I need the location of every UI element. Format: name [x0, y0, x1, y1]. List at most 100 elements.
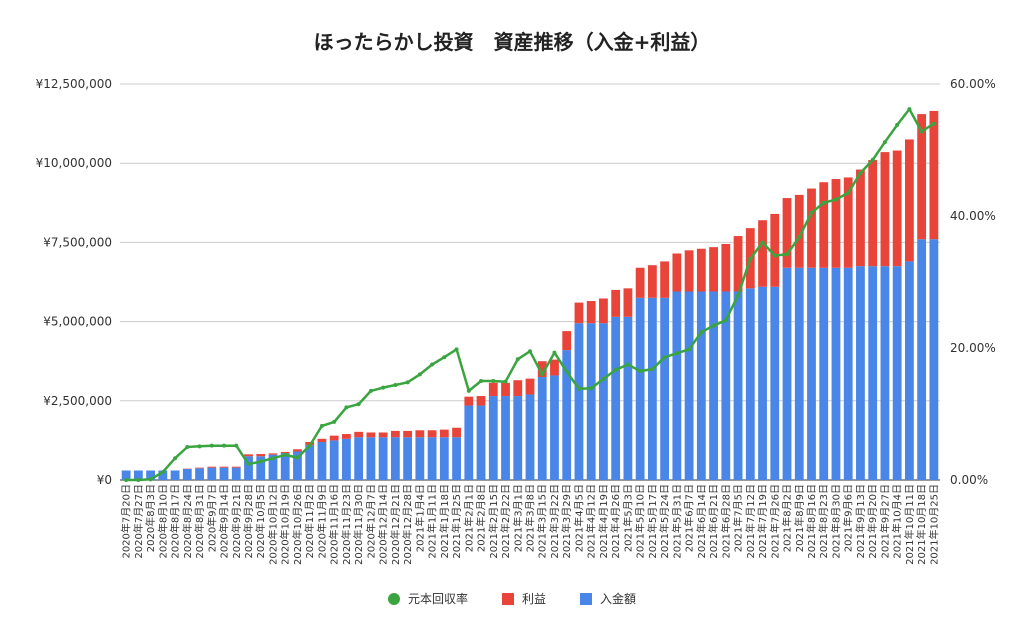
- y-left-tick-label: ¥10,000,000: [36, 156, 112, 170]
- point-recovery: [638, 369, 643, 374]
- x-tick-label: 2021年8月16日: [805, 484, 818, 559]
- point-recovery: [882, 140, 887, 145]
- x-tick-label: 2021年6月14日: [695, 484, 708, 559]
- y-right-tick-label: 40.00%: [950, 209, 996, 223]
- bar-deposit: [868, 266, 878, 480]
- bar-deposit: [586, 323, 596, 480]
- bar-profit: [880, 152, 890, 267]
- point-recovery: [319, 423, 324, 428]
- bar-deposit: [782, 267, 792, 480]
- x-tick-label: 2021年3月15日: [536, 484, 549, 559]
- bar-profit: [709, 247, 718, 292]
- x-tick-label: 2021年9月27日: [878, 484, 891, 559]
- point-recovery: [931, 121, 936, 126]
- point-recovery: [821, 200, 826, 205]
- bar-deposit: [525, 394, 535, 480]
- point-recovery: [552, 350, 557, 355]
- point-recovery: [589, 386, 594, 391]
- y-left-tick-label: ¥7,500,000: [43, 235, 112, 249]
- point-recovery: [515, 357, 520, 362]
- bar-deposit: [439, 437, 449, 480]
- bar-profit: [599, 298, 608, 324]
- x-tick-label: 2021年5月3日: [621, 484, 634, 552]
- x-tick-label: 2021年8月2日: [781, 484, 794, 552]
- bar-profit: [794, 194, 804, 268]
- bar-deposit: [207, 467, 217, 480]
- bar-profit: [317, 438, 327, 442]
- bar-profit: [917, 114, 927, 240]
- x-tick-label: 2021年6月7日: [683, 484, 696, 552]
- x-tick-label: 2020年12月21日: [389, 484, 402, 565]
- x-tick-label: 2021年3月29日: [560, 484, 573, 559]
- bar-deposit: [917, 239, 927, 480]
- point-recovery: [368, 388, 373, 393]
- point-recovery: [613, 367, 618, 372]
- point-recovery: [699, 330, 704, 335]
- bar-profit: [354, 431, 364, 438]
- bar-deposit: [709, 291, 718, 480]
- bar-profit: [904, 139, 914, 262]
- bar-profit: [843, 177, 853, 268]
- point-recovery: [625, 362, 630, 367]
- bar-deposit: [635, 297, 645, 480]
- bar-profit: [635, 267, 645, 298]
- x-tick-label: 2021年6月21日: [707, 484, 720, 559]
- bar-deposit: [623, 316, 633, 480]
- bar-profit: [366, 432, 376, 438]
- point-recovery: [356, 402, 361, 407]
- bar-profit: [293, 449, 302, 452]
- bar-profit: [856, 169, 865, 267]
- point-recovery: [870, 157, 875, 162]
- point-recovery: [711, 323, 716, 328]
- bar-deposit: [770, 286, 780, 480]
- point-recovery: [503, 379, 508, 384]
- x-tick-label: 2021年4月26日: [609, 484, 622, 559]
- x-tick-label: 2021年4月19日: [597, 484, 610, 559]
- legend-item-profit: 利益: [501, 590, 546, 607]
- bar-profit: [696, 248, 706, 292]
- x-tick-label: 2021年5月17日: [646, 484, 659, 559]
- bar-deposit: [146, 470, 156, 480]
- bar-deposit: [121, 470, 131, 480]
- point-recovery: [833, 197, 838, 202]
- bar-profit: [721, 243, 731, 292]
- y-right-tick-label: 60.00%: [950, 77, 996, 91]
- bar-deposit: [244, 456, 253, 480]
- point-recovery: [234, 443, 239, 448]
- x-tick-label: 2021年4月12日: [585, 484, 598, 559]
- bar-deposit: [488, 396, 498, 480]
- bar-deposit: [268, 454, 278, 480]
- bar-deposit: [256, 456, 266, 480]
- point-recovery: [222, 443, 227, 448]
- y-left-tick-label: ¥0: [97, 473, 112, 487]
- point-recovery: [576, 386, 581, 391]
- bar-profit: [574, 302, 584, 324]
- legend-item-recovery: 元本回収率: [387, 590, 468, 607]
- x-tick-label: 2020年10月5日: [254, 484, 267, 559]
- x-tick-label: 2021年3月1日: [511, 484, 524, 552]
- point-recovery: [662, 355, 667, 360]
- bar-deposit: [599, 323, 608, 480]
- bar-profit: [268, 453, 278, 455]
- point-recovery: [846, 190, 851, 195]
- bar-profit: [501, 382, 510, 397]
- bar-profit: [647, 265, 657, 298]
- point-recovery: [785, 252, 790, 257]
- point-recovery: [417, 372, 422, 377]
- x-tick-label: 2021年3月8日: [524, 484, 537, 552]
- bar-deposit: [195, 468, 204, 480]
- x-tick-label: 2021年4月5日: [573, 484, 586, 552]
- point-recovery: [748, 256, 753, 261]
- point-recovery: [797, 235, 802, 240]
- bar-deposit: [378, 437, 388, 480]
- x-tick-label: 2021年9月20日: [866, 484, 879, 559]
- point-recovery: [283, 452, 288, 457]
- x-tick-label: 2021年10月25日: [927, 484, 940, 565]
- bar-deposit: [660, 297, 670, 480]
- x-tick-label: 2021年8月23日: [817, 484, 830, 559]
- x-tick-label: 2020年8月17日: [169, 484, 182, 559]
- bar-deposit: [415, 437, 425, 480]
- point-recovery: [173, 456, 178, 461]
- bar-deposit: [611, 316, 621, 480]
- point-recovery: [601, 377, 606, 382]
